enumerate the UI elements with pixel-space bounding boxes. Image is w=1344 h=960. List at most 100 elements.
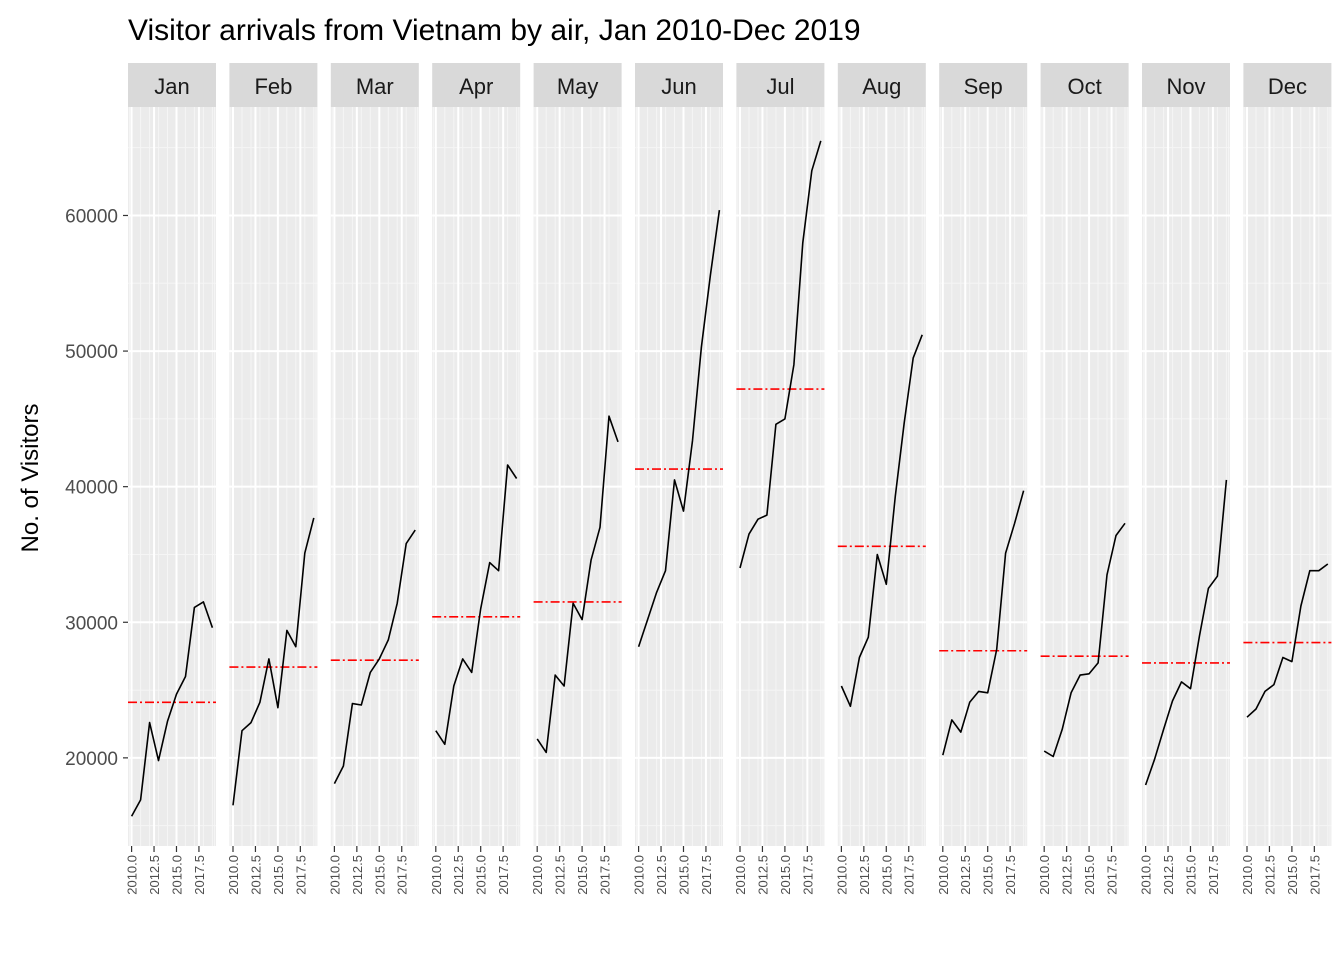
data-point xyxy=(867,636,869,638)
data-point xyxy=(608,415,610,417)
x-tick-label: 2015.0 xyxy=(271,855,286,895)
data-point xyxy=(1154,758,1156,760)
data-point xyxy=(360,704,362,706)
facet-strip-label: Dec xyxy=(1268,74,1307,99)
x-tick-label: 2010.0 xyxy=(429,855,444,895)
x-tick-label: 2010.0 xyxy=(125,855,140,895)
facet-panel-aug: Aug 2010.0 2012.5 2015.0 2017.5 xyxy=(834,63,926,895)
x-tick-label: 2017.5 xyxy=(598,855,613,895)
facet-panel-jan: Jan 2010.0 2012.5 2015.0 2017.5 xyxy=(125,63,216,895)
data-point xyxy=(342,765,344,767)
series-line xyxy=(942,490,1025,756)
x-tick-label: 2017.5 xyxy=(496,855,511,895)
data-point xyxy=(1318,570,1320,572)
data-point xyxy=(259,701,261,703)
facet-panel-feb: Feb 2010.0 2012.5 2015.0 2017.5 xyxy=(226,63,318,895)
facet-panel-jun: Jun 2010.0 2012.5 2015.0 2017.5 xyxy=(632,63,723,895)
data-point xyxy=(739,567,741,569)
data-point xyxy=(894,495,896,497)
data-point xyxy=(691,440,693,442)
data-point xyxy=(1014,522,1016,524)
x-tick-label: 2015.0 xyxy=(1183,855,1198,895)
x-tick-label: 2017.5 xyxy=(395,855,410,895)
data-point xyxy=(1043,750,1045,752)
series-line xyxy=(333,529,416,784)
data-point xyxy=(1005,552,1007,554)
panel-background xyxy=(330,107,419,846)
x-tick-label: 2012.5 xyxy=(1262,855,1277,895)
x-tick-label: 2010.0 xyxy=(1240,855,1255,895)
x-tick-label: 2017.5 xyxy=(1105,855,1120,895)
data-point xyxy=(268,658,270,660)
x-tick-label: 2010.0 xyxy=(733,855,748,895)
facet-strip xyxy=(1243,63,1332,107)
x-tick-label: 2010.0 xyxy=(327,855,342,895)
data-point xyxy=(840,685,842,687)
data-point xyxy=(211,627,213,629)
series-line xyxy=(536,415,619,754)
facet-strip-label: Aug xyxy=(862,74,901,99)
data-point xyxy=(1273,684,1275,686)
panel-background xyxy=(533,107,622,846)
data-point xyxy=(757,518,759,520)
data-point xyxy=(590,559,592,561)
data-point xyxy=(1172,700,1174,702)
x-tick-label: 2012.5 xyxy=(958,855,973,895)
data-point xyxy=(1255,708,1257,710)
x-tick-label: 2012.5 xyxy=(147,855,162,895)
x-tick-label: 2012.5 xyxy=(654,855,669,895)
series-line xyxy=(1043,522,1126,758)
data-point xyxy=(793,364,795,366)
data-point xyxy=(748,533,750,535)
data-point xyxy=(978,690,980,692)
panel-background xyxy=(1142,107,1230,846)
facet-strip-label: Feb xyxy=(254,74,292,99)
panel-background xyxy=(128,107,216,846)
x-tick-label: 2015.0 xyxy=(169,855,184,895)
data-point xyxy=(193,606,195,608)
data-point xyxy=(333,783,335,785)
data-point xyxy=(1061,728,1063,730)
data-point xyxy=(545,751,547,753)
facet-strip xyxy=(837,63,926,107)
x-tick-label: 2017.5 xyxy=(902,855,917,895)
x-tick-label: 2017.5 xyxy=(800,855,815,895)
data-point xyxy=(1309,570,1311,572)
data-point xyxy=(1052,756,1054,758)
data-point xyxy=(387,639,389,641)
data-point xyxy=(1106,574,1108,576)
facet-strip-label: Apr xyxy=(459,74,493,99)
data-point xyxy=(876,553,878,555)
data-point xyxy=(960,731,962,733)
panel-background xyxy=(736,107,825,846)
data-point xyxy=(351,703,353,705)
data-point xyxy=(969,701,971,703)
panel-background xyxy=(837,107,926,846)
facet-strip-label: Jul xyxy=(766,74,794,99)
x-tick-label: 2015.0 xyxy=(1082,855,1097,895)
data-point xyxy=(1282,657,1284,659)
x-tick-label: 2012.5 xyxy=(857,855,872,895)
panel-background xyxy=(939,107,1028,846)
data-point xyxy=(202,601,204,603)
x-tick-label: 2010.0 xyxy=(226,855,241,895)
data-point xyxy=(1115,534,1117,536)
data-point xyxy=(435,730,437,732)
data-point xyxy=(1327,563,1329,565)
series-line xyxy=(435,464,518,746)
y-tick-label: 40000 xyxy=(65,478,118,499)
x-tick-label: 2012.5 xyxy=(451,855,466,895)
data-point xyxy=(682,510,684,512)
data-point xyxy=(313,517,315,519)
data-point xyxy=(480,608,482,610)
data-point xyxy=(131,815,133,817)
facet-strip-label: May xyxy=(557,74,599,99)
data-point xyxy=(378,658,380,660)
data-point xyxy=(718,209,720,211)
data-point xyxy=(1145,784,1147,786)
data-point xyxy=(1097,662,1099,664)
data-point xyxy=(1300,605,1302,607)
facet-strip-label: Nov xyxy=(1166,74,1205,99)
data-point xyxy=(581,619,583,621)
